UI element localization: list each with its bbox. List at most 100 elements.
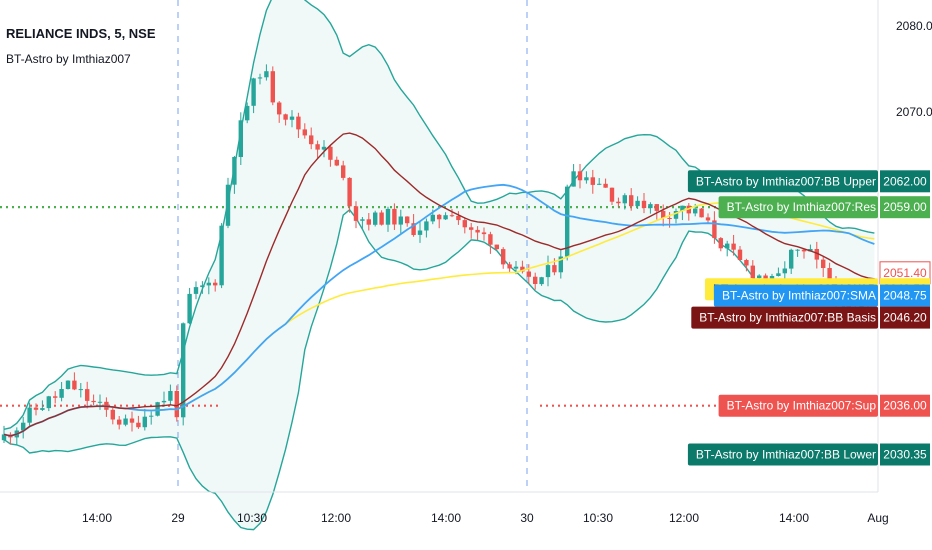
candle-body: [238, 120, 243, 157]
candle: [565, 184, 570, 261]
candle: [475, 226, 480, 241]
candle-body: [302, 129, 307, 136]
candle: [187, 287, 192, 325]
candle-body: [641, 200, 647, 208]
level-name-box: [691, 306, 879, 329]
candle: [705, 213, 711, 224]
candle-body: [705, 217, 711, 221]
candle: [577, 163, 583, 189]
candle-body: [475, 229, 480, 233]
candle: [136, 415, 141, 429]
candle-body: [789, 249, 794, 269]
candle: [641, 193, 647, 214]
candle: [78, 383, 83, 398]
x-tick-label: 10:30: [583, 511, 613, 525]
candle-body: [161, 400, 167, 403]
level-name: BT-Astro by Imthiaz007:BB Lower: [696, 448, 876, 462]
candle-body: [545, 265, 551, 278]
candle-body: [731, 243, 736, 250]
level-name-box: [687, 170, 878, 193]
candle: [801, 249, 807, 259]
candle: [373, 210, 378, 227]
candle: [622, 193, 627, 210]
candle-body: [494, 244, 499, 250]
level-value-box: [880, 443, 930, 466]
candle-body: [635, 200, 640, 207]
candle-body: [257, 77, 263, 79]
candle-body: [136, 422, 141, 428]
x-tick-label: 14:00: [82, 511, 112, 525]
candle: [379, 210, 384, 226]
candle-body: [693, 208, 698, 214]
x-tick-label: 14:00: [779, 511, 809, 525]
candle-body: [686, 205, 691, 214]
x-tick-label: 30: [520, 511, 534, 525]
candle: [245, 102, 250, 124]
candle: [309, 127, 314, 150]
candle-body: [795, 249, 800, 251]
x-tick-label: 29: [171, 511, 185, 525]
candle-body: [315, 144, 320, 150]
candle-body: [110, 409, 115, 420]
level-value-box: [880, 306, 930, 329]
candle: [385, 206, 391, 232]
candle-body: [577, 171, 583, 181]
bb-lower-line: [3, 208, 875, 531]
candle: [315, 140, 320, 158]
sma-line: [3, 183, 875, 437]
candle: [673, 208, 679, 224]
candle: [488, 231, 493, 254]
candle-body: [680, 205, 685, 211]
candle-body: [85, 389, 90, 401]
candle: [181, 322, 186, 426]
candle-body: [277, 102, 282, 115]
candle-body: [565, 186, 570, 257]
candle-body: [456, 215, 461, 221]
candle: [782, 261, 787, 282]
candle-body: [661, 210, 666, 218]
candle-body: [72, 380, 77, 390]
candle: [417, 221, 423, 243]
candle: [232, 155, 237, 194]
candle: [85, 381, 90, 409]
candle: [520, 260, 525, 274]
candle: [776, 267, 781, 277]
level-name-box: [687, 443, 878, 466]
candle-body: [437, 214, 442, 220]
candle: [161, 391, 167, 407]
level-label: BT-Astro by Imthiaz007:BB Lower 2030.35: [687, 443, 930, 466]
candle-body: [379, 212, 384, 225]
candle-body: [373, 212, 378, 225]
level-name: BT-Astro by Imthiaz007:Res: [727, 200, 876, 214]
candle-body: [718, 238, 723, 249]
level-value-box: [880, 170, 930, 193]
candle-body: [123, 418, 128, 425]
candle-body: [821, 259, 826, 268]
candle-body: [622, 195, 627, 204]
candle-body: [488, 234, 493, 245]
candle-body: [155, 402, 160, 416]
candle: [149, 411, 154, 425]
candle: [40, 400, 45, 411]
candle-body: [584, 177, 589, 181]
candle: [725, 240, 730, 257]
candle: [347, 177, 352, 213]
candle: [219, 223, 224, 289]
candle-body: [533, 276, 538, 284]
candle: [443, 212, 448, 221]
candle: [296, 112, 301, 138]
candle: [590, 169, 595, 194]
candle: [597, 178, 602, 186]
candle: [392, 203, 397, 230]
candle: [283, 113, 288, 126]
candle-body: [744, 260, 749, 266]
candle-body: [462, 220, 467, 228]
candle-body: [609, 187, 615, 202]
symbol-title: RELIANCE INDS, 5, NSE: [6, 26, 156, 41]
candle: [353, 201, 359, 229]
candle: [225, 177, 231, 229]
candle: [398, 209, 403, 234]
candle: [744, 258, 749, 272]
candle: [59, 381, 64, 402]
